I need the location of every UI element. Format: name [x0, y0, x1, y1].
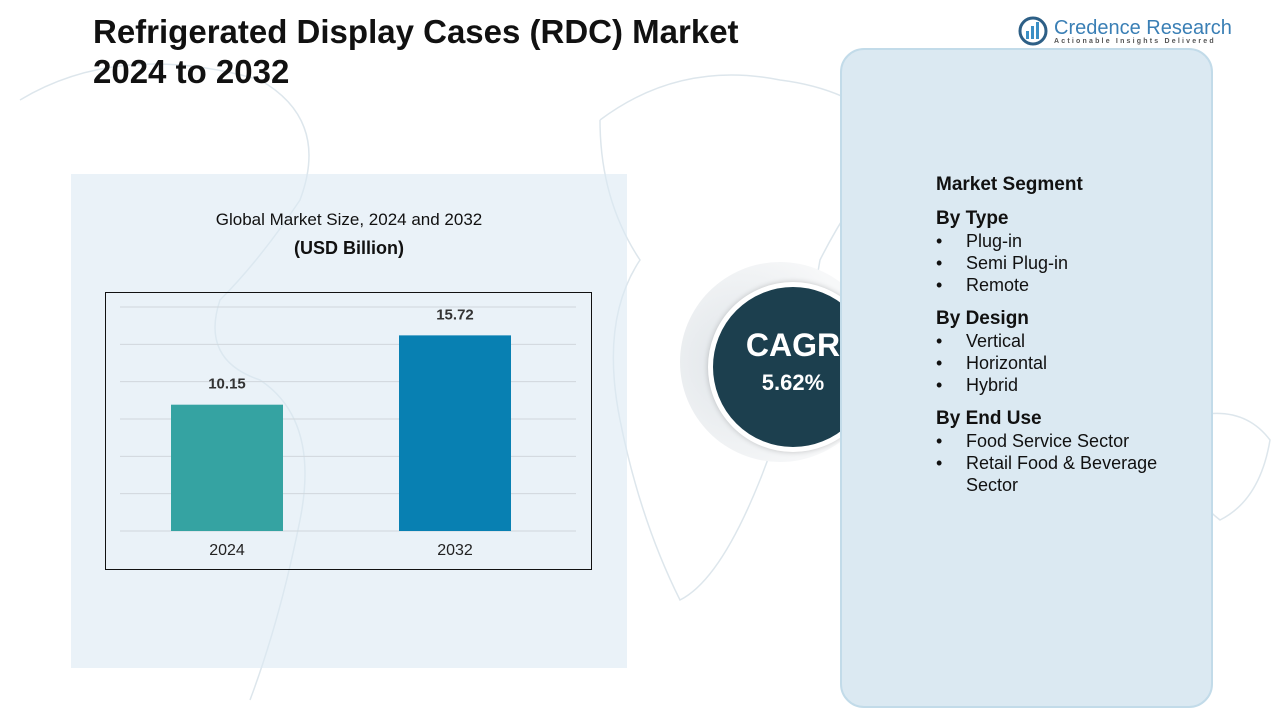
logo-name: Credence Research [1054, 16, 1232, 39]
market-segments: Market Segment By TypePlug-inSemi Plug-i… [936, 174, 1176, 496]
segment-group-title: By Design [936, 308, 1029, 329]
bar-2032 [399, 335, 511, 531]
x-tick-label: 2032 [437, 542, 473, 559]
chart-title: Global Market Size, 2024 and 2032 [215, 210, 483, 229]
x-tick-label: 2024 [209, 542, 245, 559]
page-title: Refrigerated Display Cases (RDC) Market … [93, 12, 739, 92]
segment-list: VerticalHorizontalHybrid [936, 330, 1176, 396]
segment-list: Plug-inSemi Plug-inRemote [936, 230, 1176, 296]
cagr-value: 5.62% [761, 370, 825, 395]
logo: Credence Research Actionable Insights De… [1018, 16, 1232, 46]
chart-frame: 10.15 2024 15.72 2032 [105, 292, 592, 570]
segment-item: Food Service Sector [936, 430, 1176, 452]
chart-panel [71, 174, 627, 668]
bar-chart: 10.15 2024 15.72 2032 [120, 306, 576, 559]
chart-subtitle: (USD Billion) [294, 238, 404, 258]
segments-title: Market Segment [936, 174, 1083, 195]
segment-item: Hybrid [936, 374, 1176, 396]
segment-item: Remote [936, 274, 1176, 296]
logo-icon [1018, 16, 1048, 46]
data-label: 10.15 [208, 376, 246, 393]
data-label: 15.72 [436, 306, 474, 323]
segment-group-title: By End Use [936, 408, 1042, 429]
title-line-1: Refrigerated Display Cases (RDC) Market [93, 13, 739, 50]
segment-item: Plug-in [936, 230, 1176, 252]
logo-tagline: Actionable Insights Delivered [1054, 37, 1216, 45]
segment-item: Horizontal [936, 352, 1176, 374]
segment-item: Retail Food & Beverage Sector [936, 452, 1176, 496]
segment-item: Vertical [936, 330, 1176, 352]
cagr-label: CAGR [745, 327, 841, 363]
bar-2024 [171, 404, 283, 531]
segment-list: Food Service SectorRetail Food & Beverag… [936, 430, 1176, 496]
title-line-2: 2024 to 2032 [93, 53, 290, 90]
segment-group-title: By Type [936, 208, 1009, 229]
segment-item: Semi Plug-in [936, 252, 1176, 274]
